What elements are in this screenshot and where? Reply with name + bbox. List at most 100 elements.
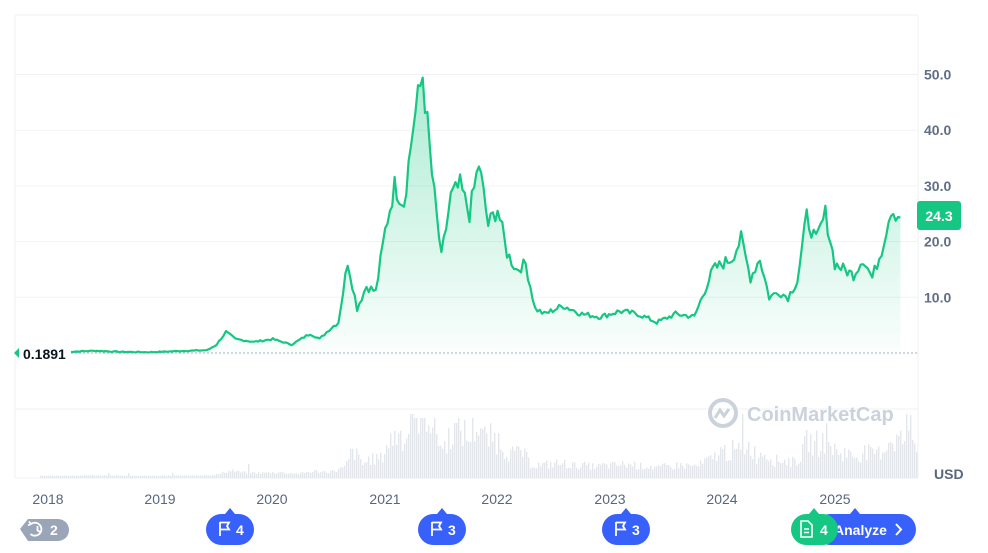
volume-bar	[658, 465, 660, 478]
volume-bar	[292, 473, 294, 478]
volume-bar	[826, 423, 828, 478]
volume-bar	[808, 451, 810, 478]
volume-bar	[356, 448, 358, 478]
volume-bar	[222, 471, 224, 478]
volume-bar	[320, 472, 322, 478]
start-value-arrow-icon	[14, 348, 19, 358]
volume-bar	[648, 468, 650, 478]
volume-bar	[888, 443, 890, 478]
volume-bar	[912, 439, 914, 478]
volume-bar	[800, 461, 802, 478]
volume-bar	[246, 473, 248, 478]
event-marker-flag-2[interactable]: 3	[418, 508, 466, 545]
volume-bar	[340, 467, 342, 478]
volume-bar	[742, 414, 744, 478]
volume-bar	[588, 462, 590, 478]
volume-bar	[338, 468, 340, 478]
volume-bar	[390, 433, 392, 478]
volume-bar	[880, 459, 882, 478]
event-marker-flag-3[interactable]: 3	[602, 508, 650, 545]
volume-bar	[354, 460, 356, 478]
volume-bar	[288, 473, 290, 478]
volume-bar	[528, 457, 530, 478]
volume-bar	[764, 454, 766, 478]
volume-bar	[750, 455, 752, 478]
volume-bar	[456, 423, 458, 478]
volume-bar	[688, 464, 690, 478]
volume-bar	[96, 475, 98, 478]
volume-bar	[412, 414, 414, 478]
event-count: 2	[50, 522, 58, 538]
volume-bar	[860, 462, 862, 478]
volume-bar	[114, 475, 116, 478]
event-marker-flag-1[interactable]: 4	[206, 508, 254, 545]
volume-bar	[102, 475, 104, 478]
volume-bar	[290, 473, 292, 478]
volume-bar	[864, 445, 866, 478]
volume-bar	[88, 475, 90, 478]
volume-bar	[778, 461, 780, 478]
volume-bar	[174, 475, 176, 478]
volume-bar	[654, 466, 656, 478]
volume-bar	[836, 449, 838, 478]
volume-bar	[884, 452, 886, 478]
volume-bar	[196, 475, 198, 478]
volume-bar	[350, 448, 352, 478]
flag-icon	[219, 521, 231, 536]
volume-bar	[284, 473, 286, 478]
volume-bar	[180, 475, 182, 478]
volume-bar	[846, 457, 848, 478]
volume-bar	[644, 469, 646, 478]
volume-bar	[838, 454, 840, 478]
volume-bar	[408, 434, 410, 478]
volume-bar	[822, 433, 824, 478]
volume-bar	[40, 475, 42, 478]
volume-bar	[232, 469, 234, 478]
volume-bar	[784, 459, 786, 478]
volume-bar	[590, 469, 592, 478]
volume-bar	[898, 435, 900, 478]
volume-bar	[126, 475, 128, 478]
volume-bar	[280, 472, 282, 478]
y-tick-label: 40.0	[924, 122, 951, 138]
volume-bar	[296, 473, 298, 478]
volume-bar	[526, 451, 528, 478]
volume-bar	[816, 430, 818, 478]
analyze-button[interactable]: Analyze	[815, 508, 916, 545]
volume-bar	[558, 465, 560, 478]
volume-bar	[910, 415, 912, 478]
volume-bar	[894, 451, 896, 478]
volume-bar	[890, 441, 892, 478]
volume-bar	[602, 463, 604, 478]
volume-bar	[580, 467, 582, 478]
volume-bar	[578, 469, 580, 478]
volume-bar	[220, 473, 222, 478]
volume-bar	[636, 469, 638, 478]
volume-bar	[270, 473, 272, 478]
volume-bar	[394, 430, 396, 478]
event-marker-document[interactable]: 4	[791, 508, 838, 545]
x-axis-labels: 2018 2019 2020 2021 2022 2023 2024 2025	[32, 491, 850, 507]
volume-bar	[192, 475, 194, 478]
volume-bar	[638, 468, 640, 478]
volume-bar	[666, 464, 668, 478]
volume-bar	[554, 462, 556, 478]
volume-bar	[520, 450, 522, 478]
volume-bar	[538, 462, 540, 478]
volume-bar	[448, 428, 450, 478]
volume-bar	[482, 428, 484, 478]
volume-bar	[814, 440, 816, 478]
volume-bar	[152, 475, 154, 478]
volume-bar	[690, 465, 692, 478]
volume-bar	[276, 473, 278, 478]
volume-bar	[106, 475, 108, 478]
volume-bar	[646, 467, 648, 478]
volume-bar	[166, 475, 168, 478]
volume-bar	[510, 449, 512, 478]
event-marker-history[interactable]: 2	[20, 519, 69, 541]
volume-bar	[650, 465, 652, 478]
volume-bar	[470, 441, 472, 478]
volume-bar	[832, 455, 834, 478]
volume-bar	[48, 475, 50, 478]
volume-bar	[462, 446, 464, 478]
